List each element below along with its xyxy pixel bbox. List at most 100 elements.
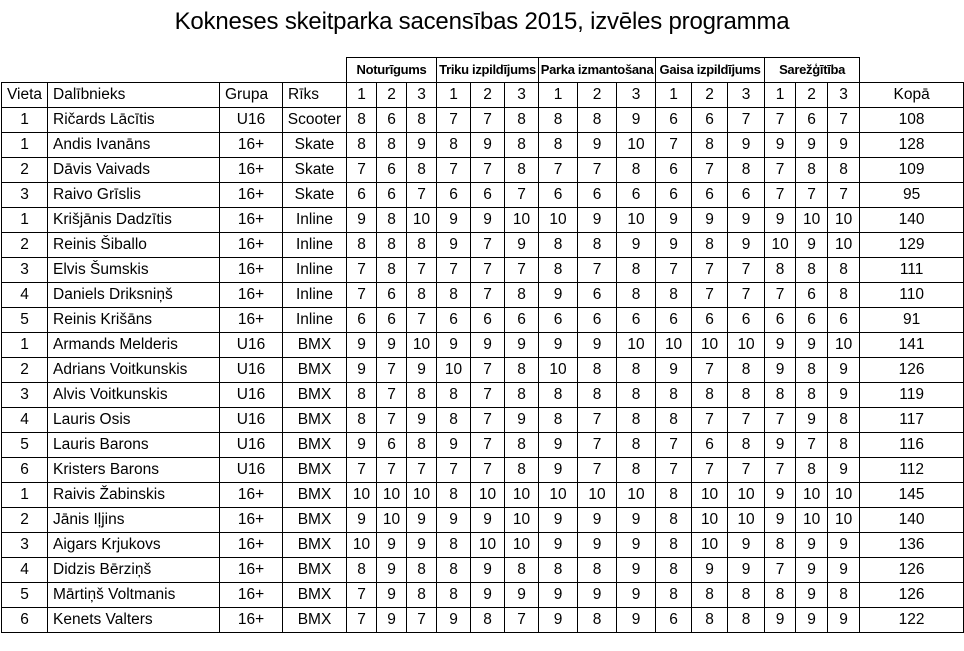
score-cell: 7 [376,381,407,408]
score-cell: 9 [538,506,579,533]
score-cell: 9 [764,506,797,533]
group-cell: 16+ [219,256,283,283]
score-cell: 6 [691,106,729,133]
score-cell: 7 [470,281,506,308]
score-cell: 7 [376,356,407,383]
score-cell: 8 [764,581,797,608]
score-cell: 8 [795,356,829,383]
table-row: 5 Mārtiņš Voltmanis 16+ BMX 7 9 8 8 9 9 9 9 9 8 8 8 8 9 8 1… [1,581,964,608]
score-cell: 6 [376,281,407,308]
col-header-judge-3: 3 [504,81,540,108]
score-cell: 7 [764,156,797,183]
score-cell: 6 [376,306,407,333]
score-cell: 10 [376,481,407,508]
score-cell: 6 [616,181,657,208]
group-cell: 16+ [219,481,283,508]
score-cell: 9 [376,581,407,608]
equipment-cell: BMX [282,331,347,358]
group-cell: 16+ [219,531,283,558]
score-cell: 9 [436,331,472,358]
score-cell: 7 [691,256,729,283]
score-cell: 10 [827,481,861,508]
score-cell: 9 [795,556,829,583]
score-cell: 10 [504,481,540,508]
score-cell: 9 [795,331,829,358]
score-cell: 8 [577,231,618,258]
score-cell: 8 [577,606,618,633]
group-cell: U16 [219,456,283,483]
score-cell: 9 [577,206,618,233]
score-cell: 10 [764,231,797,258]
header-spacer-right [860,58,964,83]
score-cell: 10 [470,531,506,558]
equipment-cell: BMX [282,481,347,508]
score-cell: 10 [346,481,377,508]
total-cell: 112 [859,456,964,483]
score-cell: 9 [538,331,579,358]
group-cell: 16+ [219,181,283,208]
score-cell: 9 [346,206,377,233]
score-cell: 10 [504,206,540,233]
total-cell: 136 [859,531,964,558]
col-header-riks: Rīks [282,81,347,108]
score-cell: 8 [577,556,618,583]
score-cell: 7 [764,106,797,133]
score-cell: 7 [346,456,377,483]
score-cell: 8 [405,381,438,408]
score-cell: 9 [538,431,579,458]
score-cell: 7 [470,381,506,408]
score-cell: 7 [655,456,693,483]
col-header-judge-1: 1 [436,81,472,108]
col-header-judge-3: 3 [616,81,657,108]
total-cell: 91 [859,306,964,333]
place-cell: 4 [1,281,48,308]
score-cell: 10 [616,331,657,358]
score-cell: 9 [727,231,766,258]
score-cell: 9 [691,206,729,233]
group-header-noturigums: Noturīgums [345,57,438,83]
score-cell: 8 [655,581,693,608]
score-cell: 6 [376,181,407,208]
score-cell: 8 [405,556,438,583]
score-cell: 9 [346,506,377,533]
score-cell: 8 [795,256,829,283]
participant-name-cell: Adrians Voitkunskis [47,356,220,383]
score-cell: 10 [616,206,657,233]
equipment-cell: BMX [282,406,347,433]
score-cell: 6 [795,281,829,308]
score-cell: 6 [504,306,540,333]
score-cell: 10 [577,481,618,508]
page-title: Kokneses skeitparka sacensības 2015, izv… [174,8,790,35]
score-cell: 7 [405,456,438,483]
score-cell: 7 [470,106,506,133]
score-cell: 6 [346,306,377,333]
total-cell: 126 [859,581,964,608]
score-cell: 8 [346,231,377,258]
score-cell: 9 [655,356,693,383]
score-cell: 8 [827,156,861,183]
participant-name-cell: Raivis Žabinskis [47,481,220,508]
score-cell: 8 [691,381,729,408]
score-cell: 9 [346,331,377,358]
col-header-judge-3: 3 [827,81,861,108]
table-row: 4 Lauris Osis U16 BMX 8 7 9 8 7 9 8 7 8 8 7 7 7 9 8 117 [1,406,964,433]
score-cell: 7 [691,156,729,183]
score-cell: 8 [616,406,657,433]
score-cell: 9 [764,481,797,508]
score-cell: 8 [727,381,766,408]
score-cell: 6 [691,431,729,458]
table-row: 1 Krišjānis Dadzītis 16+ Inline 9 8 10 9 9 10 10 9 1… [1,206,964,233]
table-row: 1 Andis Ivanāns 16+ Skate 8 8 9 8 9 8 8 9 10 7 8 9 9 9 9 12… [1,131,964,158]
score-cell: 8 [827,406,861,433]
place-cell: 4 [1,406,48,433]
score-cell: 10 [655,331,693,358]
score-cell: 8 [405,156,438,183]
score-cell: 10 [504,531,540,558]
score-cell: 8 [655,506,693,533]
col-header-dalibnieks: Dalībnieks [47,81,220,108]
total-cell: 109 [859,156,964,183]
score-cell: 9 [436,231,472,258]
equipment-cell: BMX [282,356,347,383]
score-cell: 8 [655,481,693,508]
score-cell: 8 [538,381,579,408]
